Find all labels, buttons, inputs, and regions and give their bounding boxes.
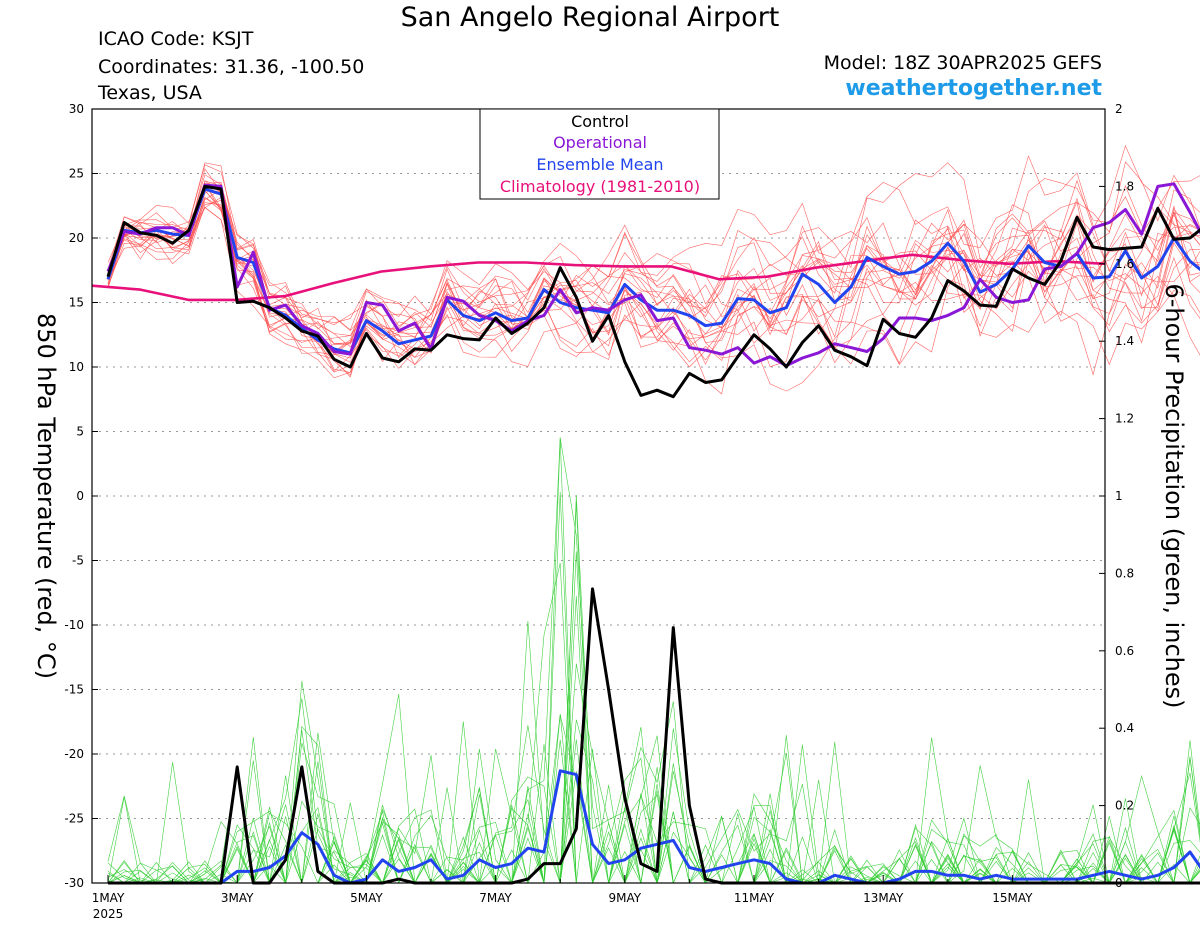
precipitation-member-line [108,739,1200,884]
x-tick-label: 11MAY [734,891,775,905]
left-tick-label: 30 [69,102,84,116]
right-tick-label: 0.8 [1115,566,1134,580]
precipitation-member-line [107,491,1200,885]
left-tick-label: 10 [69,360,84,374]
region: Texas, USA [98,82,202,104]
series-lines [91,182,1200,885]
right-tick-label: 1 [1115,489,1123,503]
control-precipitation-line [108,587,1200,885]
operational-temperature-line [106,182,1200,368]
precipitation-member-line [108,502,1200,884]
temperature-member-line [107,145,1200,395]
temperature-member-line [107,182,1200,353]
temperature-member-line [107,180,1200,356]
right-tick-label: 1.2 [1115,412,1134,426]
right-tick-label: 2 [1115,102,1123,116]
right-axis-label: 6-hour Precipitation (green, inches) [1160,283,1188,708]
left-tick-label: -5 [72,554,84,568]
website-link[interactable]: weathertogether.net [845,76,1102,101]
ensemble-mean-temperature-line [106,187,1200,355]
temperature-member-line [107,181,1200,392]
coordinates: Coordinates: 31.36, -100.50 [98,56,365,78]
climatology-1981-2010-temperature-line [91,253,1106,302]
legend-control: Control [571,112,629,131]
right-axis: 2 1.8 1.6 1.4 1.2 1 0.8 0.6 0.4 0.2 0 [1099,102,1134,890]
x-tick-label: 9MAY [608,891,641,905]
x-tick-label: 7MAY [479,891,512,905]
left-tick-label: 15 [69,296,84,310]
left-tick-label: -10 [64,618,84,632]
temperature-member-line [107,174,1200,365]
left-tick-label: -30 [64,876,84,890]
x-tick-label: 13MAY [863,891,904,905]
left-tick-label: 20 [69,231,84,245]
precipitation-member-line [107,437,1200,884]
right-tick-label: 0 [1115,876,1123,890]
temperature-member-line [107,155,1200,373]
left-tick-label: 5 [76,425,84,439]
left-tick-label: 25 [69,167,84,181]
right-tick-label: 0.2 [1115,799,1134,813]
temperature-member-line [107,189,1200,373]
legend-operational: Operational [553,133,647,152]
x-tick-label: 5MAY [350,891,383,905]
right-tick-label: 0.4 [1115,721,1134,735]
icao-code: ICAO Code: KSJT [98,28,254,50]
precipitation-ensemble-members [107,437,1200,885]
left-tick-label: -15 [64,683,84,697]
left-tick-label: -20 [64,747,84,761]
right-tick-label: 1.4 [1115,334,1134,348]
temperature-member-line [107,162,1200,366]
legend: Control Operational Ensemble Mean Climat… [479,108,720,200]
temperature-member-line [107,185,1200,359]
temperature-member-line [107,196,1200,367]
precipitation-member-line [107,437,1200,884]
x-tick-label: 1MAY [92,891,125,905]
model-run: Model: 18Z 30APR2025 GEFS [823,52,1102,74]
temperature-member-line [107,183,1200,347]
precipitation-member-line [107,596,1200,885]
x-axis: 1MAY 3MAY 5MAY 7MAY 9MAY 11MAY 13MAY 15MAY 2025 [92,875,1078,921]
control-temperature-line [106,184,1200,399]
temperature-member-line [107,206,1200,376]
left-tick-label: -25 [64,812,84,826]
left-tick-label: 0 [76,489,84,503]
x-tick-label: 15MAY [992,891,1033,905]
precipitation-member-line [107,739,1200,884]
x-year-label: 2025 [93,907,124,921]
chart-title: San Angelo Regional Airport [400,2,780,33]
legend-box [479,108,720,200]
right-tick-label: 1.8 [1115,179,1134,193]
right-tick-label: 1.6 [1115,257,1134,271]
right-tick-label: 0.6 [1115,644,1134,658]
left-axis: 30 25 20 15 10 5 0 -5 -10 -15 -20 -25 -30 [64,102,98,890]
temperature-member-line [107,161,1200,379]
x-tick-label: 3MAY [221,891,254,905]
ensemble-mean-precipitation-line [108,769,1200,885]
left-axis-label: 850 hPa Temperature (red, °C) [32,313,60,679]
legend-ensemble-mean: Ensemble Mean [536,155,663,174]
legend-climatology: Climatology (1981-2010) [500,177,700,196]
